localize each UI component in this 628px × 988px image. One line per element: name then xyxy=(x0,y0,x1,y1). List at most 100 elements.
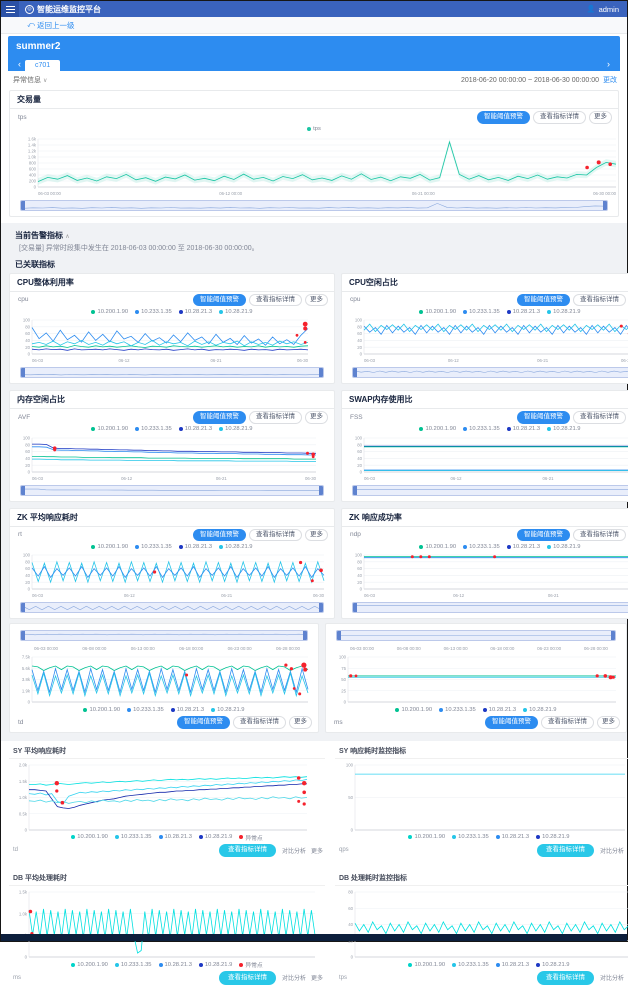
legend-item[interactable]: 10.200.1.90 xyxy=(419,309,456,315)
legend-item[interactable]: 10.28.21.9 xyxy=(199,834,232,840)
datazoom-slider[interactable] xyxy=(352,367,628,378)
legend-item[interactable]: 10.28.21.9 xyxy=(547,309,580,315)
legend-item[interactable]: 异常点 xyxy=(239,960,262,969)
tab-next-arrow-icon[interactable]: › xyxy=(603,57,614,71)
footer-link[interactable]: 对比分析 xyxy=(600,973,624,982)
view-detail-button[interactable]: 查看指标详情 xyxy=(249,411,302,424)
legend-item[interactable]: 10.200.1.90 xyxy=(419,544,456,550)
legend-item[interactable]: 10.233.1.35 xyxy=(463,309,500,315)
legend-item[interactable]: 10.28.21.9 xyxy=(199,962,232,968)
legend-item[interactable]: 10.28.21.9 xyxy=(211,707,244,713)
legend-item[interactable]: 10.200.1.90 xyxy=(83,707,120,713)
legend-item[interactable]: 10.233.1.35 xyxy=(135,544,172,550)
more-button[interactable]: 更多 xyxy=(305,411,328,424)
more-button[interactable]: 更多 xyxy=(305,294,328,307)
user-menu[interactable]: 👤 admin xyxy=(587,5,619,14)
legend-item[interactable]: 10.28.21.3 xyxy=(507,544,540,550)
legend-item[interactable]: 10.200.1.90 xyxy=(408,962,445,968)
view-detail-button[interactable]: 查看指标详情 xyxy=(219,844,276,858)
more-button[interactable]: 更多 xyxy=(305,529,328,542)
legend-item[interactable]: 10.28.21.9 xyxy=(536,962,569,968)
legend-item[interactable]: 10.233.1.35 xyxy=(463,544,500,550)
legend-item[interactable]: 10.28.21.3 xyxy=(171,707,204,713)
view-detail-button[interactable]: 查看指标详情 xyxy=(249,294,302,307)
legend-item[interactable]: 10.233.1.35 xyxy=(115,962,152,968)
legend-item[interactable]: 10.233.1.35 xyxy=(439,707,476,713)
threshold-alert-button[interactable]: 智能阈值预警 xyxy=(177,716,230,729)
legend-item[interactable]: 10.28.21.3 xyxy=(159,962,192,968)
legend-item[interactable]: tps xyxy=(307,126,321,132)
collapse-caret-icon[interactable]: ∧ xyxy=(65,234,69,240)
footer-link[interactable]: 更多 xyxy=(311,973,323,982)
threshold-alert-button[interactable]: 智能阈值预警 xyxy=(193,411,246,424)
legend-item[interactable]: 10.28.21.3 xyxy=(159,834,192,840)
threshold-alert-button[interactable]: 智能阈值预警 xyxy=(517,529,570,542)
datazoom-handle-left[interactable] xyxy=(21,367,25,378)
legend-item[interactable]: 10.28.21.3 xyxy=(179,426,212,432)
datazoom-handle-left[interactable] xyxy=(353,602,357,613)
view-detail-button[interactable]: 查看指标详情 xyxy=(573,529,626,542)
threshold-alert-button[interactable]: 智能阈值预警 xyxy=(517,294,570,307)
datazoom-handle-right[interactable] xyxy=(303,630,307,641)
view-detail-button[interactable]: 查看指标详情 xyxy=(533,111,586,124)
datazoom-handle-left[interactable] xyxy=(353,485,357,496)
datazoom-handle-left[interactable] xyxy=(21,630,25,641)
tab-instance[interactable]: c701 xyxy=(25,60,60,71)
legend-item[interactable]: 10.28.21.9 xyxy=(536,834,569,840)
view-detail-button[interactable]: 查看指标详情 xyxy=(573,411,626,424)
hamburger-menu-icon[interactable] xyxy=(1,1,19,17)
view-detail-button[interactable]: 查看指标详情 xyxy=(249,529,302,542)
datazoom-handle-left[interactable] xyxy=(21,485,25,496)
datazoom-slider[interactable] xyxy=(20,485,324,496)
legend-item[interactable]: 10.28.21.3 xyxy=(179,544,212,550)
view-detail-button[interactable]: 查看指标详情 xyxy=(233,716,286,729)
legend-item[interactable]: 10.28.21.9 xyxy=(523,707,556,713)
datazoom-slider[interactable] xyxy=(20,602,324,613)
legend-item[interactable]: 10.233.1.35 xyxy=(452,834,489,840)
datazoom-slider[interactable] xyxy=(20,630,308,641)
legend-item[interactable]: 10.200.1.90 xyxy=(91,426,128,432)
threshold-alert-button[interactable]: 智能阈值预警 xyxy=(517,411,570,424)
legend-item[interactable]: 10.200.1.90 xyxy=(71,834,108,840)
change-date-link[interactable]: 更改 xyxy=(603,75,617,85)
datazoom-handle-left[interactable] xyxy=(21,602,25,613)
view-detail-button[interactable]: 查看指标详情 xyxy=(219,971,276,985)
legend-item[interactable]: 10.28.21.9 xyxy=(219,309,252,315)
legend-item[interactable]: 10.233.1.35 xyxy=(452,962,489,968)
legend-item[interactable]: 10.28.21.3 xyxy=(507,426,540,432)
threshold-alert-button[interactable]: 智能阈值预警 xyxy=(193,294,246,307)
view-detail-button[interactable]: 查看指标详情 xyxy=(573,294,626,307)
footer-link[interactable]: 对比分析 xyxy=(282,846,306,855)
more-button[interactable]: 更多 xyxy=(597,716,620,729)
legend-item[interactable]: 10.28.21.3 xyxy=(483,707,516,713)
legend-item[interactable]: 10.233.1.35 xyxy=(463,426,500,432)
anomaly-info-label[interactable]: 异常信息 xyxy=(13,75,41,85)
datazoom-handle-left[interactable] xyxy=(337,630,341,641)
legend-item[interactable]: 10.233.1.35 xyxy=(115,834,152,840)
legend-item[interactable]: 10.28.21.3 xyxy=(496,834,529,840)
tab-prev-arrow-icon[interactable]: ‹ xyxy=(14,57,25,71)
legend-item[interactable]: 10.28.21.9 xyxy=(547,426,580,432)
threshold-alert-button[interactable]: 智能阈值预警 xyxy=(477,111,530,124)
legend-item[interactable]: 10.200.1.90 xyxy=(419,426,456,432)
footer-link[interactable]: 对比分析 xyxy=(600,846,624,855)
legend-item[interactable]: 10.28.21.9 xyxy=(219,426,252,432)
view-detail-button[interactable]: 查看指标详情 xyxy=(537,844,594,858)
view-detail-button[interactable]: 查看指标详情 xyxy=(541,716,594,729)
legend-item[interactable]: 10.28.21.3 xyxy=(507,309,540,315)
datazoom-handle-right[interactable] xyxy=(319,367,323,378)
legend-item[interactable]: 10.28.21.3 xyxy=(496,962,529,968)
legend-item[interactable]: 10.28.21.3 xyxy=(179,309,212,315)
footer-link[interactable]: 更多 xyxy=(311,846,323,855)
view-detail-button[interactable]: 查看指标详情 xyxy=(537,971,594,985)
legend-item[interactable]: 10.200.1.90 xyxy=(91,544,128,550)
legend-item[interactable]: 10.28.21.9 xyxy=(547,544,580,550)
legend-item[interactable]: 10.28.21.9 xyxy=(219,544,252,550)
more-button[interactable]: 更多 xyxy=(289,716,312,729)
datazoom-handle-right[interactable] xyxy=(319,485,323,496)
datazoom-slider[interactable] xyxy=(20,367,324,378)
legend-item[interactable]: 异常点 xyxy=(239,833,262,842)
legend-item[interactable]: 10.233.1.35 xyxy=(135,426,172,432)
datazoom-handle-right[interactable] xyxy=(603,200,607,211)
threshold-alert-button[interactable]: 智能阈值预警 xyxy=(485,716,538,729)
